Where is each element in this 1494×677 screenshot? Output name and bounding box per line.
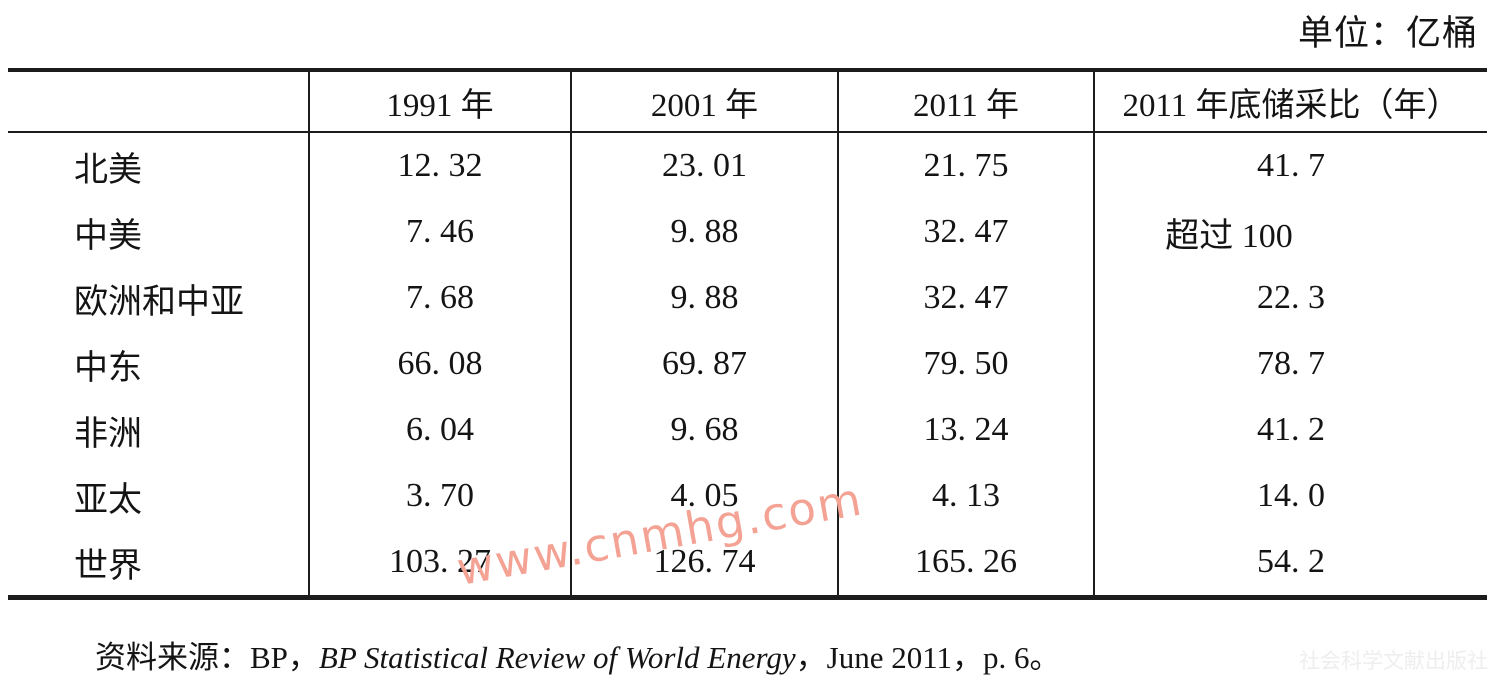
value-cell: 9. 68 bbox=[570, 397, 837, 463]
source-note-prefix: 资料来源：BP， bbox=[95, 640, 319, 675]
value-cell: 3. 70 bbox=[308, 463, 570, 529]
region-cell: 中美 bbox=[74, 217, 142, 255]
value-cell: 7. 46 bbox=[308, 199, 570, 265]
value-cell: 4. 13 bbox=[837, 463, 1093, 529]
table-header-row: 1991 年 2001 年 2011 年 2011 年底储采比（年） bbox=[8, 72, 1487, 133]
region-cell: 非洲 bbox=[74, 415, 142, 453]
value-cell: 13. 24 bbox=[837, 397, 1093, 463]
value-cell: 69. 87 bbox=[570, 331, 837, 397]
value-cell: 超过 100 bbox=[1093, 199, 1487, 265]
value-cell: 9. 88 bbox=[570, 199, 837, 265]
value-cell: 21. 75 bbox=[837, 133, 1093, 199]
header-cell-empty bbox=[8, 72, 308, 131]
value-cell: 4. 05 bbox=[570, 463, 837, 529]
value-cell: 78. 7 bbox=[1093, 331, 1487, 397]
value-cell: 32. 47 bbox=[837, 199, 1093, 265]
value-cell: 41. 7 bbox=[1093, 133, 1487, 199]
header-cell: 2011 年 bbox=[837, 72, 1093, 131]
value-cell: 9. 88 bbox=[570, 265, 837, 331]
region-cell: 亚太 bbox=[74, 481, 142, 519]
source-note: 资料来源：BP，BP Statistical Review of World E… bbox=[95, 632, 1061, 677]
region-cell: 中东 bbox=[74, 349, 142, 387]
header-cell: 2011 年底储采比（年） bbox=[1093, 72, 1487, 131]
value-cell: 23. 01 bbox=[570, 133, 837, 199]
reserves-table: 1991 年 2001 年 2011 年 2011 年底储采比（年） 北美 12. 32… bbox=[8, 68, 1487, 600]
header-cell: 1991 年 bbox=[308, 72, 570, 131]
value-cell: 54. 2 bbox=[1093, 529, 1487, 595]
value-cell: 41. 2 bbox=[1093, 397, 1487, 463]
region-cell: 欧洲和中亚 bbox=[74, 283, 244, 321]
value-cell: 14. 0 bbox=[1093, 463, 1487, 529]
region-cell: 世界 bbox=[74, 547, 142, 585]
value-cell: 126. 74 bbox=[570, 529, 837, 595]
unit-label: 单位：亿桶 bbox=[1297, 14, 1478, 53]
value-cell: 32. 47 bbox=[837, 265, 1093, 331]
region-cell: 北美 bbox=[74, 151, 142, 189]
table-body: 北美 12. 32 23. 01 21. 75 41. 7 中美 7. 46 9. 88 32.… bbox=[8, 133, 1487, 595]
value-cell: 66. 08 bbox=[308, 331, 570, 397]
source-note-suffix: ，June 2011，p. 6。 bbox=[795, 640, 1061, 675]
value-cell: 7. 68 bbox=[308, 265, 570, 331]
header-cell: 2001 年 bbox=[570, 72, 837, 131]
value-cell: 12. 32 bbox=[308, 133, 570, 199]
value-cell: 22. 3 bbox=[1093, 265, 1487, 331]
value-cell: 103. 27 bbox=[308, 529, 570, 595]
source-note-italic-title: BP Statistical Review of World Energy bbox=[318, 640, 796, 675]
value-cell: 165. 26 bbox=[837, 529, 1093, 595]
value-cell: 6. 04 bbox=[308, 397, 570, 463]
value-cell: 79. 50 bbox=[837, 331, 1093, 397]
publisher-watermark: 社会科学文献出版社 bbox=[1299, 650, 1488, 673]
